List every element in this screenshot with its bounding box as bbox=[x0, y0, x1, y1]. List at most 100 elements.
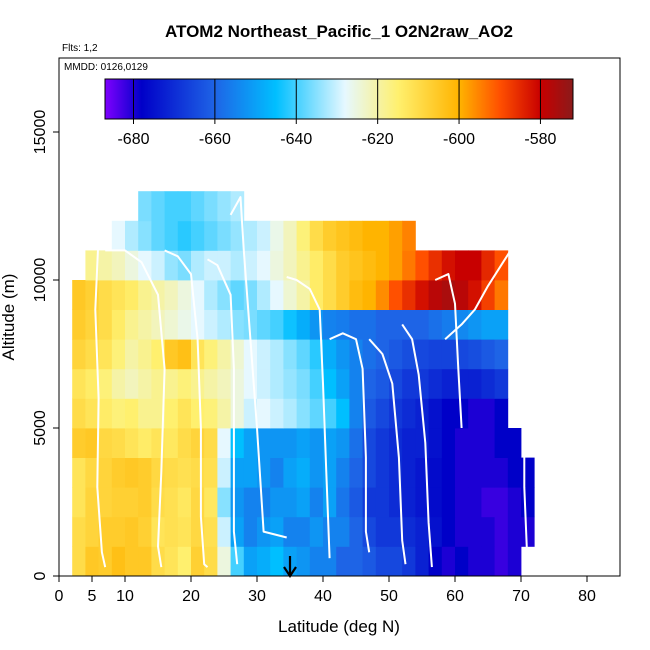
heatmap-cell bbox=[204, 457, 218, 488]
heatmap-cell bbox=[151, 368, 165, 399]
heatmap-cell bbox=[204, 280, 218, 310]
heatmap-cell bbox=[362, 220, 377, 251]
heatmap-cell bbox=[257, 250, 271, 281]
heatmap-cell bbox=[98, 398, 113, 429]
heatmap-cell bbox=[177, 398, 192, 429]
heatmap-cell bbox=[375, 546, 390, 577]
heatmap-cell bbox=[204, 398, 218, 429]
heatmap-cell bbox=[164, 339, 179, 370]
heatmap-cell bbox=[125, 220, 139, 251]
heatmap-cell bbox=[389, 487, 403, 518]
heatmap-cell bbox=[296, 546, 311, 577]
heatmap-cell bbox=[138, 428, 152, 458]
heatmap-cell bbox=[270, 457, 284, 488]
heatmap-cell bbox=[375, 250, 390, 281]
heatmap-cell bbox=[217, 457, 231, 488]
heatmap-cell bbox=[164, 250, 179, 281]
heatmap-cell bbox=[151, 457, 165, 488]
heatmap-cell bbox=[309, 339, 324, 370]
heatmap-cell bbox=[283, 398, 297, 429]
heatmap-cell bbox=[402, 546, 416, 577]
heatmap-cell bbox=[204, 428, 218, 458]
heatmap-cell bbox=[230, 220, 245, 251]
heatmap-cell bbox=[111, 220, 126, 251]
heatmap-cell bbox=[85, 487, 99, 518]
heatmap-cell bbox=[402, 309, 416, 340]
heatmap-cell bbox=[309, 457, 324, 488]
flight-track-line bbox=[444, 243, 529, 568]
heatmap-cell bbox=[125, 428, 139, 458]
heatmap-cell bbox=[481, 368, 495, 399]
heatmap-cell bbox=[402, 250, 416, 281]
heatmap-cell bbox=[428, 428, 443, 458]
heatmap-cell bbox=[217, 516, 231, 547]
heatmap-cell bbox=[349, 487, 363, 518]
heatmap-cell bbox=[336, 220, 350, 251]
heatmap-cell bbox=[428, 368, 443, 399]
heatmap-cell bbox=[309, 368, 324, 399]
heatmap-cell bbox=[177, 457, 192, 488]
heatmap-cell bbox=[243, 428, 258, 458]
heatmap-cell bbox=[243, 309, 258, 340]
heatmap-cell bbox=[309, 516, 324, 547]
heatmap-cell bbox=[336, 398, 350, 429]
heatmap-cell bbox=[98, 368, 113, 399]
heatmap-cell bbox=[375, 457, 390, 488]
heatmap-cell bbox=[151, 546, 165, 577]
colorbar-bar bbox=[104, 78, 574, 120]
heatmap-cell bbox=[151, 339, 165, 370]
heatmap-cell bbox=[164, 457, 179, 488]
heatmap-cell bbox=[428, 398, 443, 429]
heatmap-cell bbox=[98, 339, 113, 370]
heatmap-cell bbox=[441, 487, 456, 518]
heatmap-cell bbox=[336, 457, 350, 488]
heatmap-cell bbox=[230, 428, 245, 458]
heatmap-cell bbox=[494, 457, 509, 488]
flight-track-line bbox=[401, 323, 433, 568]
heatmap-cell bbox=[296, 398, 311, 429]
heatmap-cell bbox=[270, 309, 284, 340]
heatmap-cell bbox=[230, 516, 245, 547]
x-axis: 0 5 10 20 30 40 50 60 70 80 bbox=[55, 576, 596, 605]
heatmap-cell bbox=[230, 280, 245, 310]
x-tick-label: 40 bbox=[314, 588, 332, 605]
heatmap-cell bbox=[402, 398, 416, 429]
heatmap-cell bbox=[98, 250, 113, 281]
heatmap-cell bbox=[415, 546, 429, 577]
heatmap-cell bbox=[441, 250, 456, 281]
heatmap-cell bbox=[164, 368, 179, 399]
heatmap-cell bbox=[521, 457, 535, 488]
heatmap-cell bbox=[455, 368, 469, 399]
heatmap-cell bbox=[521, 516, 535, 547]
heatmap-cell bbox=[441, 457, 456, 488]
heatmap-cell bbox=[296, 368, 311, 399]
heatmap-cell bbox=[415, 428, 429, 458]
x-tick-label: 50 bbox=[380, 588, 398, 605]
flight-track-line bbox=[105, 249, 166, 568]
heatmap-cell bbox=[336, 487, 350, 518]
heatmap-cell bbox=[375, 220, 390, 251]
heatmap-cell bbox=[375, 398, 390, 429]
heatmap-cell bbox=[177, 516, 192, 547]
heatmap-cell bbox=[243, 398, 258, 429]
heatmap-cell bbox=[151, 309, 165, 340]
heatmap-cell bbox=[455, 487, 469, 518]
heatmap-cell bbox=[204, 191, 218, 222]
heatmap-cell bbox=[111, 487, 126, 518]
heatmap-cell bbox=[191, 220, 205, 251]
heatmap-cell bbox=[151, 398, 165, 429]
heatmap-cell bbox=[204, 368, 218, 399]
heatmap-cell bbox=[441, 428, 456, 458]
heatmap-cell bbox=[257, 487, 271, 518]
heatmap-cell bbox=[336, 280, 350, 310]
heatmap-cell bbox=[323, 487, 337, 518]
heatmap-cell bbox=[191, 487, 205, 518]
colorbar: -680 -660 -640 -620 -600 -580 bbox=[104, 78, 574, 148]
heatmap-cell bbox=[375, 516, 390, 547]
heatmap-cell bbox=[415, 339, 429, 370]
heatmap-cell bbox=[138, 309, 152, 340]
heatmap-cells bbox=[72, 191, 535, 577]
heatmap-cell bbox=[415, 250, 429, 281]
latitude-arrow-marker bbox=[283, 556, 297, 578]
heatmap-cell bbox=[323, 398, 337, 429]
